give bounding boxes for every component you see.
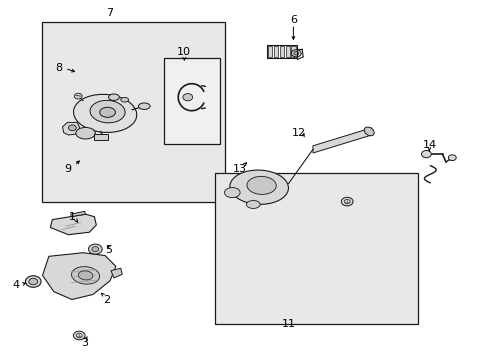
Bar (279, 46, 284, 57)
Polygon shape (50, 214, 96, 235)
Circle shape (291, 50, 301, 57)
Ellipse shape (364, 127, 373, 136)
Circle shape (68, 125, 76, 131)
Circle shape (73, 331, 85, 340)
Ellipse shape (246, 176, 276, 194)
Ellipse shape (100, 107, 115, 117)
Circle shape (293, 51, 298, 55)
Text: 8: 8 (55, 63, 62, 73)
Polygon shape (111, 268, 122, 278)
Ellipse shape (90, 100, 125, 123)
Polygon shape (42, 253, 116, 300)
Text: 12: 12 (292, 128, 305, 138)
Ellipse shape (229, 170, 288, 204)
Ellipse shape (246, 201, 260, 208)
Text: 3: 3 (81, 338, 88, 348)
Ellipse shape (121, 97, 128, 102)
Circle shape (341, 197, 352, 206)
Circle shape (25, 276, 41, 287)
Circle shape (74, 93, 82, 99)
Text: 5: 5 (105, 245, 112, 255)
Text: 7: 7 (106, 8, 113, 18)
Ellipse shape (78, 271, 93, 280)
Text: 6: 6 (289, 15, 296, 25)
Circle shape (447, 155, 455, 161)
Bar (273, 46, 278, 57)
Circle shape (421, 150, 430, 158)
Circle shape (183, 94, 192, 101)
Circle shape (29, 278, 38, 285)
Bar (215, 173, 417, 324)
Bar (94, 134, 108, 140)
Text: 4: 4 (12, 280, 19, 290)
Polygon shape (71, 211, 85, 217)
Bar (163, 58, 220, 144)
Bar (266, 45, 297, 58)
Polygon shape (62, 122, 80, 135)
Text: 9: 9 (64, 164, 71, 174)
Ellipse shape (224, 188, 240, 198)
Bar (285, 46, 289, 57)
Ellipse shape (108, 94, 119, 100)
Ellipse shape (76, 127, 95, 139)
Text: 11: 11 (281, 319, 295, 329)
Text: 13: 13 (232, 164, 246, 174)
Bar (41, 22, 224, 202)
Polygon shape (312, 128, 371, 153)
Circle shape (88, 244, 102, 254)
Text: 1: 1 (69, 212, 76, 222)
Ellipse shape (71, 267, 100, 284)
Text: 14: 14 (423, 140, 436, 150)
Text: 2: 2 (103, 294, 110, 305)
Ellipse shape (138, 103, 150, 109)
Text: 10: 10 (176, 47, 190, 57)
Bar (291, 46, 295, 57)
Bar (267, 46, 272, 57)
Ellipse shape (73, 94, 137, 132)
Circle shape (92, 247, 99, 252)
